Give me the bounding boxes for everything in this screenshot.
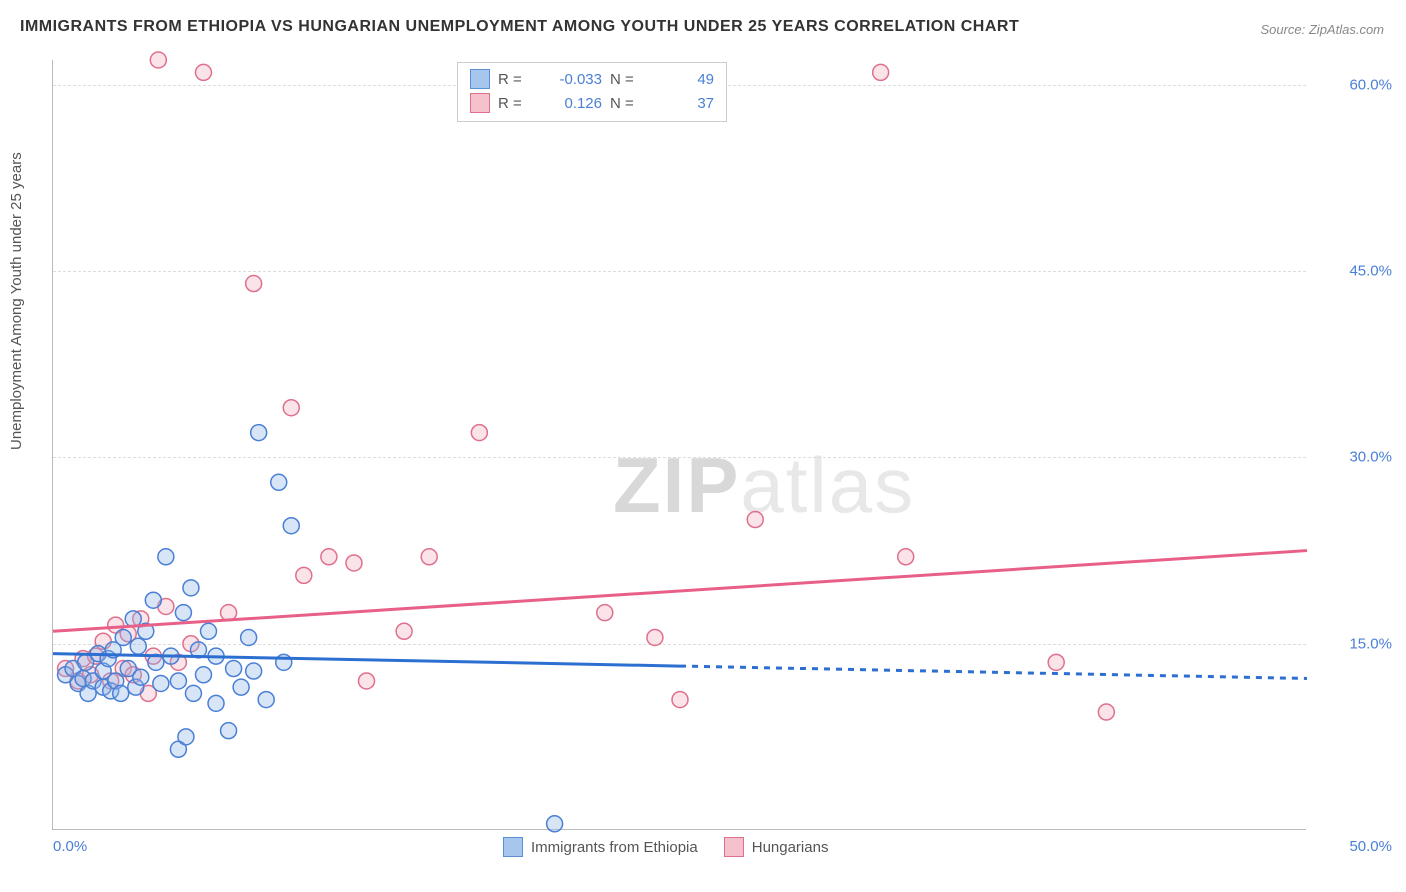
swatch-pink-icon [724, 837, 744, 857]
scatter-point [200, 623, 216, 639]
n-label: N = [610, 95, 644, 112]
scatter-point [185, 685, 201, 701]
chart-title: IMMIGRANTS FROM ETHIOPIA VS HUNGARIAN UN… [20, 18, 1019, 36]
legend-item-ethiopia: Immigrants from Ethiopia [503, 837, 698, 857]
source-label: Source: ZipAtlas.com [1260, 22, 1384, 37]
scatter-point [208, 695, 224, 711]
trend-line [53, 551, 1307, 632]
scatter-point [183, 580, 199, 596]
legend-row-blue: R = -0.033 N = 49 [470, 67, 714, 91]
legend-item-hungarians: Hungarians [724, 837, 829, 857]
y-tick-label: 60.0% [1349, 76, 1392, 93]
scatter-point [597, 605, 613, 621]
scatter-point [158, 549, 174, 565]
scatter-point [471, 425, 487, 441]
scatter-point [283, 518, 299, 534]
scatter-point [145, 592, 161, 608]
scatter-point [246, 276, 262, 292]
scatter-point [396, 623, 412, 639]
scatter-point [251, 425, 267, 441]
n-label: N = [610, 71, 644, 88]
scatter-point [1048, 654, 1064, 670]
scatter-point [233, 679, 249, 695]
swatch-blue-icon [470, 69, 490, 89]
scatter-point [221, 723, 237, 739]
legend-label: Hungarians [752, 839, 829, 856]
scatter-point [296, 567, 312, 583]
n-value: 37 [652, 95, 714, 112]
scatter-point [672, 692, 688, 708]
scatter-point [747, 512, 763, 528]
scatter-point [547, 816, 563, 832]
scatter-point [113, 685, 129, 701]
scatter-point [115, 630, 131, 646]
r-value: -0.033 [540, 71, 602, 88]
scatter-point [175, 605, 191, 621]
scatter-point [1098, 704, 1114, 720]
series-legend: Immigrants from Ethiopia Hungarians [503, 837, 828, 857]
x-tick-50: 50.0% [1349, 838, 1392, 855]
r-label: R = [498, 95, 532, 112]
scatter-point [195, 64, 211, 80]
scatter-point [246, 663, 262, 679]
scatter-point [226, 661, 242, 677]
legend-row-pink: R = 0.126 N = 37 [470, 91, 714, 115]
scatter-point [178, 729, 194, 745]
scatter-point [321, 549, 337, 565]
scatter-point [359, 673, 375, 689]
y-tick-label: 30.0% [1349, 449, 1392, 466]
scatter-point [898, 549, 914, 565]
plot-svg [53, 60, 1306, 829]
scatter-point [271, 474, 287, 490]
scatter-point [283, 400, 299, 416]
scatter-point [150, 52, 166, 68]
scatter-point [873, 64, 889, 80]
scatter-point [195, 667, 211, 683]
scatter-point [130, 638, 146, 654]
scatter-point [346, 555, 362, 571]
plot-area: ZIPatlas 15.0%30.0%45.0%60.0% R = -0.033… [52, 60, 1306, 830]
correlation-legend: R = -0.033 N = 49 R = 0.126 N = 37 [457, 62, 727, 122]
scatter-point [133, 669, 149, 685]
y-tick-label: 45.0% [1349, 263, 1392, 280]
y-tick-label: 15.0% [1349, 635, 1392, 652]
trend-lines [53, 551, 1307, 679]
swatch-pink-icon [470, 93, 490, 113]
n-value: 49 [652, 71, 714, 88]
x-tick-0: 0.0% [53, 838, 87, 855]
scatter-point [258, 692, 274, 708]
scatter-point [241, 630, 257, 646]
swatch-blue-icon [503, 837, 523, 857]
scatter-point [421, 549, 437, 565]
scatter-point [647, 630, 663, 646]
y-axis-label: Unemployment Among Youth under 25 years [8, 152, 25, 450]
r-value: 0.126 [540, 95, 602, 112]
r-label: R = [498, 71, 532, 88]
legend-label: Immigrants from Ethiopia [531, 839, 698, 856]
scatter-point [170, 673, 186, 689]
trend-line [680, 666, 1307, 678]
scatter-point [153, 675, 169, 691]
